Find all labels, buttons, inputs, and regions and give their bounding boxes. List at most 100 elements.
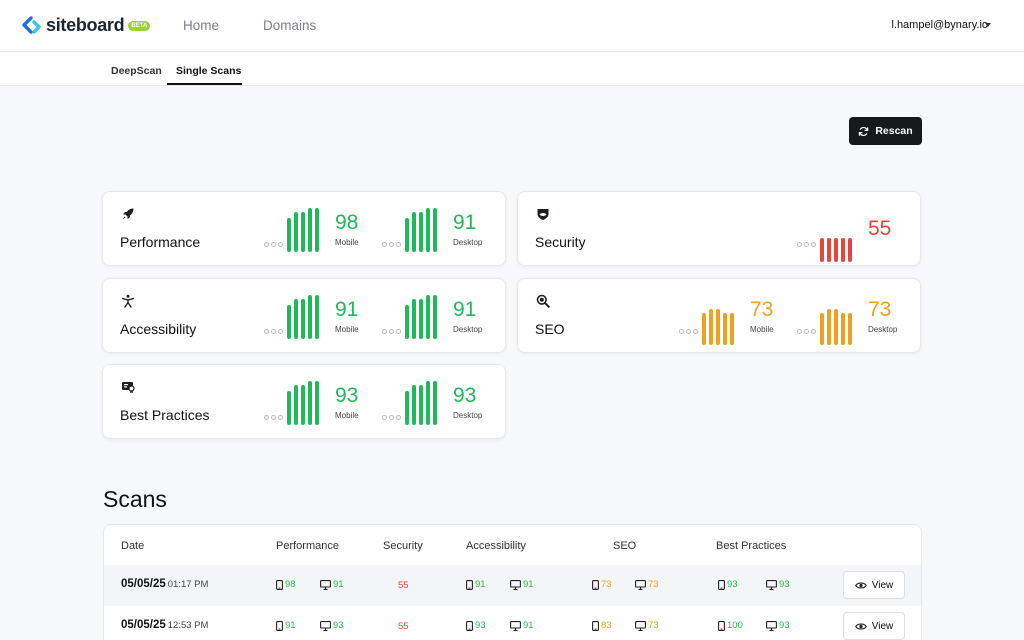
mobile-label: Mobile [335, 411, 359, 420]
mobile-label: Mobile [335, 238, 359, 247]
score-bars [820, 218, 852, 262]
rescan-label: Rescan [875, 125, 913, 137]
seo-desktop-metric: 73 Desktop [797, 293, 907, 345]
card-title: Best Practices [120, 407, 210, 423]
score-bar [426, 381, 430, 425]
score-value: 100 [727, 620, 743, 631]
acc-d-cell: 91 [510, 620, 534, 631]
nav-domains[interactable]: Domains [263, 18, 317, 33]
desktop-label: Desktop [453, 411, 483, 420]
score-bar [315, 295, 319, 339]
view-button[interactable]: View [843, 571, 905, 599]
desktop-label: Desktop [453, 325, 483, 334]
score-bar [433, 208, 437, 252]
acc-m-cell: 93 [466, 620, 486, 631]
view-label: View [871, 579, 894, 591]
performance-mobile-metric: 98 Mobile [264, 206, 374, 254]
logo[interactable]: siteboard BETA [22, 15, 151, 36]
desktop-icon [320, 620, 331, 631]
mobile-icon [592, 620, 599, 631]
score-bars [405, 208, 437, 252]
score-bar [412, 385, 416, 425]
score-value: 93 [779, 579, 790, 590]
scan-date: 05/05/25 01:17 PM [121, 578, 208, 590]
desktop-icon [320, 579, 331, 590]
card-title: Security [535, 234, 586, 250]
seo-desktop-score: 73 [868, 298, 892, 321]
seo-card[interactable]: SEO 73 Mobile 73 Desktop [517, 278, 921, 353]
active-tab-indicator [167, 83, 242, 85]
tab-single-scans[interactable]: Single Scans [176, 65, 242, 77]
score-value: 98 [285, 579, 296, 590]
eye-icon [854, 622, 867, 631]
score-bar [315, 381, 319, 425]
score-bar [834, 309, 838, 345]
score-bar [287, 218, 291, 252]
score-value: 73 [601, 579, 612, 590]
score-bar [841, 238, 845, 262]
card-title: SEO [535, 321, 565, 337]
mobile-icon [718, 579, 725, 590]
table-row: 05/05/25 01:17 PM 98 91 91 91 73 73 93 93 55 View [104, 565, 921, 606]
mobile-icon [466, 620, 473, 631]
score-bar [426, 208, 430, 252]
person-icon [121, 294, 135, 308]
seo-d-cell: 73 [635, 579, 659, 590]
score-bar [827, 238, 831, 262]
seo-mobile-metric: 73 Mobile [679, 293, 789, 345]
seo-d-cell: 73 [635, 620, 659, 631]
score-bar [702, 313, 706, 345]
score-bar [419, 299, 423, 339]
score-bar [301, 299, 305, 339]
nav-home[interactable]: Home [183, 18, 220, 33]
score-dots [382, 242, 401, 247]
accessibility-desktop-metric: 91 Desktop [382, 293, 492, 341]
user-menu[interactable]: l.hampel@bynary.io [891, 19, 988, 31]
performance-card[interactable]: Performance 98 Mobile 91 Desktop [102, 191, 506, 266]
mobile-icon [276, 620, 283, 631]
score-bar [405, 305, 409, 339]
score-bar [419, 385, 423, 425]
bp-d-cell: 93 [766, 579, 790, 590]
accessibility-card[interactable]: Accessibility 91 Mobile 91 Desktop [102, 278, 506, 353]
accessibility-desktop-score: 91 [453, 298, 477, 321]
best-practices-card[interactable]: Best Practices 93 Mobile 93 Desktop [102, 364, 506, 439]
score-value: 83 [601, 620, 612, 631]
score-bars [405, 295, 437, 339]
scans-heading: Scans [103, 486, 167, 512]
chevron-down-icon[interactable] [985, 23, 991, 27]
performance-desktop-metric: 91 Desktop [382, 206, 492, 254]
rescan-button[interactable]: Rescan [849, 117, 922, 145]
score-bar [709, 309, 713, 345]
tab-deepscan[interactable]: DeepScan [111, 65, 162, 77]
score-bar [308, 208, 312, 252]
score-bar [412, 212, 416, 252]
score-bar [412, 299, 416, 339]
sub-navigation: DeepScan Single Scans [0, 52, 1024, 86]
header-performance: Performance [276, 540, 339, 552]
perf-m-cell: 91 [276, 620, 296, 631]
security-card[interactable]: Security 55 [517, 191, 921, 266]
mobile-label: Mobile [750, 325, 774, 334]
score-bar [287, 305, 291, 339]
score-bar [308, 295, 312, 339]
bp-m-cell: 100 [718, 620, 743, 631]
score-bar [834, 238, 838, 262]
seo-m-cell: 83 [592, 620, 612, 631]
score-dots [264, 242, 283, 247]
score-dots [382, 415, 401, 420]
perf-d-cell: 91 [320, 579, 344, 590]
view-label: View [871, 620, 894, 632]
score-value: 93 [475, 620, 486, 631]
score-bar [301, 212, 305, 252]
acc-d-cell: 91 [510, 579, 534, 590]
scan-time: 12:53 PM [167, 620, 209, 631]
score-dots [264, 415, 283, 420]
perf-d-cell: 93 [320, 620, 344, 631]
score-bars [287, 381, 319, 425]
score-bar [405, 391, 409, 425]
scan-date-value: 05/05/25 [121, 619, 166, 631]
view-button[interactable]: View [843, 612, 905, 640]
mobile-icon [466, 579, 473, 590]
score-bar [716, 309, 720, 345]
